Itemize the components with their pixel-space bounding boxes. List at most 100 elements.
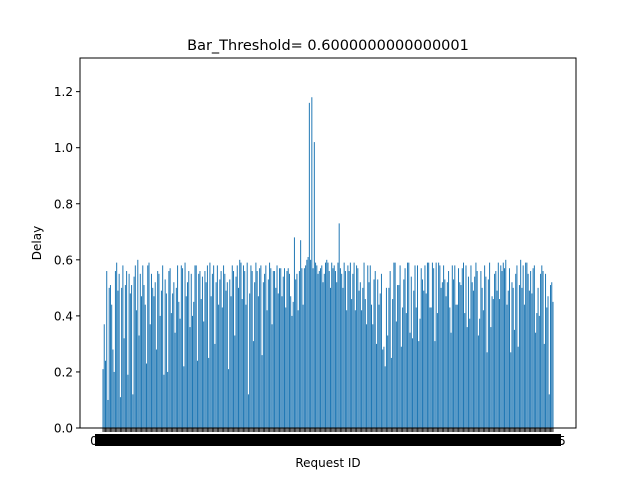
bar bbox=[531, 293, 533, 428]
bar bbox=[219, 279, 221, 428]
bar bbox=[443, 265, 445, 428]
bar bbox=[276, 265, 278, 428]
bar bbox=[440, 287, 442, 428]
bar bbox=[441, 282, 443, 428]
bar bbox=[521, 287, 523, 428]
bar bbox=[118, 273, 120, 428]
bar bbox=[271, 324, 273, 428]
bar bbox=[303, 268, 305, 428]
bar bbox=[540, 273, 542, 428]
bar bbox=[184, 262, 186, 428]
bar bbox=[165, 293, 167, 428]
bar bbox=[293, 237, 295, 428]
bar bbox=[435, 262, 437, 428]
bar bbox=[550, 285, 552, 428]
bar bbox=[296, 273, 298, 428]
bar bbox=[492, 299, 494, 428]
bar bbox=[218, 304, 220, 428]
y-tick-label: 1.0 bbox=[54, 141, 73, 155]
bar bbox=[149, 324, 151, 428]
bar bbox=[177, 265, 179, 428]
bar bbox=[194, 265, 196, 428]
bar bbox=[290, 296, 292, 428]
bar bbox=[487, 279, 489, 428]
bar bbox=[236, 265, 238, 428]
bar bbox=[172, 293, 174, 428]
bar bbox=[463, 262, 464, 428]
bar bbox=[495, 271, 497, 428]
bar bbox=[526, 262, 528, 428]
bar bbox=[213, 265, 215, 428]
bar bbox=[469, 318, 471, 428]
bar bbox=[359, 282, 361, 428]
bar bbox=[143, 285, 145, 428]
bar bbox=[513, 329, 515, 428]
bar bbox=[250, 265, 252, 428]
bar bbox=[205, 282, 207, 428]
bar bbox=[108, 287, 110, 428]
bar bbox=[510, 352, 512, 428]
bar bbox=[471, 282, 473, 428]
bar bbox=[123, 338, 125, 428]
bar bbox=[332, 268, 334, 428]
bar bbox=[265, 265, 267, 428]
bar bbox=[157, 271, 159, 428]
bar bbox=[490, 327, 492, 428]
bar bbox=[323, 273, 325, 428]
bar bbox=[394, 262, 396, 428]
bar bbox=[163, 374, 165, 428]
bar bbox=[415, 307, 417, 428]
bar bbox=[392, 299, 394, 428]
bar bbox=[368, 282, 370, 428]
bar bbox=[383, 346, 385, 428]
bar bbox=[178, 301, 180, 428]
bar bbox=[270, 268, 272, 428]
bar bbox=[152, 287, 154, 428]
bar bbox=[390, 357, 392, 428]
y-axis-ticks: 0.0 0.2 0.4 0.6 0.8 1.0 1.2 bbox=[54, 85, 80, 436]
bar bbox=[477, 335, 479, 428]
bar bbox=[131, 285, 133, 428]
bar bbox=[310, 259, 312, 428]
bar bbox=[134, 265, 136, 428]
bar bbox=[429, 307, 431, 428]
bar bbox=[543, 343, 545, 428]
bar bbox=[349, 262, 351, 428]
bar bbox=[287, 268, 289, 428]
bar bbox=[501, 271, 503, 428]
bar bbox=[511, 282, 513, 428]
bar bbox=[475, 262, 477, 428]
bar bbox=[512, 287, 514, 428]
bar bbox=[385, 287, 387, 428]
bar bbox=[532, 268, 534, 428]
bar bbox=[229, 279, 231, 428]
bar bbox=[313, 142, 315, 428]
y-tick-label: 0.0 bbox=[54, 422, 73, 436]
bar bbox=[505, 259, 507, 428]
bar bbox=[351, 299, 353, 428]
bar bbox=[295, 279, 297, 428]
bar bbox=[434, 341, 436, 428]
bar bbox=[517, 346, 519, 428]
bar bbox=[264, 273, 266, 428]
bar bbox=[291, 315, 293, 428]
bar bbox=[301, 268, 303, 428]
bar bbox=[413, 290, 415, 428]
bar bbox=[252, 341, 254, 428]
bar bbox=[235, 276, 237, 428]
bar bbox=[158, 273, 160, 428]
bar bbox=[169, 268, 171, 428]
bar bbox=[362, 287, 364, 428]
bar bbox=[414, 265, 416, 428]
bar bbox=[311, 97, 313, 429]
bar bbox=[419, 318, 421, 428]
bar bbox=[190, 273, 192, 428]
bar bbox=[458, 268, 460, 428]
bar bbox=[285, 307, 287, 428]
bar bbox=[147, 265, 149, 428]
bar bbox=[334, 271, 336, 428]
bar bbox=[500, 265, 502, 428]
bar bbox=[193, 301, 195, 428]
bar bbox=[418, 341, 420, 428]
